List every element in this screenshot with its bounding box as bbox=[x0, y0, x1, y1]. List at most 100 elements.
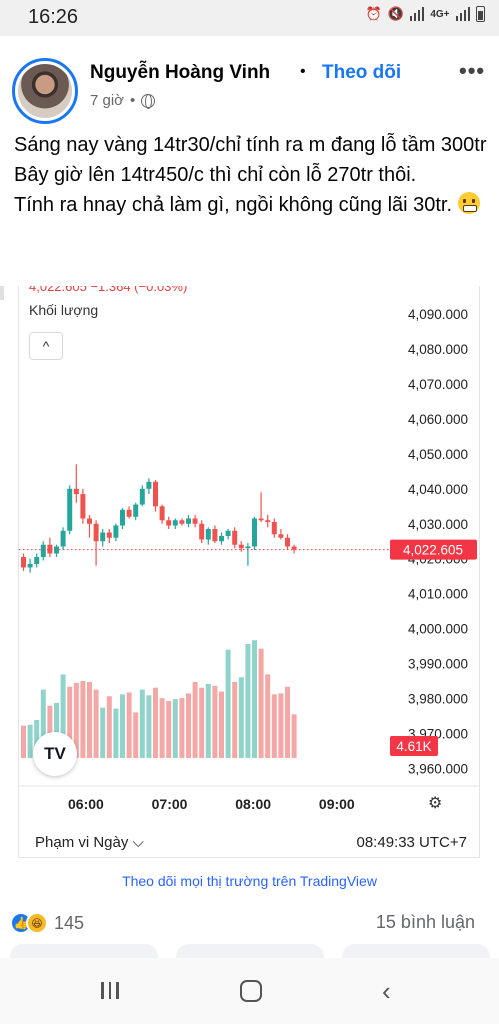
volume-bar bbox=[291, 714, 297, 758]
volume-bar bbox=[285, 686, 290, 758]
volume-bar bbox=[186, 693, 191, 758]
time-tick-label: 06:00 bbox=[68, 796, 104, 812]
volume-bar bbox=[205, 683, 211, 758]
candle-body bbox=[27, 563, 33, 568]
candle-body bbox=[73, 488, 79, 495]
candle-body bbox=[271, 522, 277, 535]
battery-icon bbox=[476, 6, 485, 22]
volume-bar bbox=[113, 708, 119, 758]
system-nav-bar: ‹ bbox=[0, 958, 499, 1024]
volume-bar bbox=[199, 687, 205, 758]
avatar[interactable] bbox=[12, 58, 78, 124]
home-icon[interactable] bbox=[240, 980, 262, 1002]
volume-bar bbox=[265, 674, 271, 758]
haha-reaction-icon: 😆 bbox=[26, 912, 48, 934]
candle-body bbox=[40, 544, 46, 557]
tradingview-widget[interactable]: 4,090.000 4,080.000 4,070.000 4,060.000 4,05… bbox=[18, 286, 480, 858]
volume-bar bbox=[166, 701, 172, 758]
candle-body bbox=[21, 556, 26, 568]
meta-separator: • bbox=[130, 92, 136, 109]
volume-bar bbox=[67, 686, 73, 758]
time-tick-label: 08:00 bbox=[235, 796, 271, 812]
author-name[interactable]: Nguyễn Hoàng Vinh bbox=[90, 62, 271, 83]
reactions-summary[interactable]: 👍 😆 145 bbox=[10, 912, 84, 934]
last-price-label: 4,022.605 bbox=[403, 543, 463, 558]
candle-body bbox=[265, 520, 271, 523]
cell-signal-icon bbox=[455, 7, 470, 21]
candle-body bbox=[113, 525, 119, 538]
candle-body bbox=[106, 532, 112, 538]
price-tick-label: 4,000.000 bbox=[408, 622, 468, 637]
candle-body bbox=[120, 509, 125, 526]
candle-body bbox=[291, 546, 297, 550]
volume-bar bbox=[245, 644, 251, 758]
range-selector[interactable]: Phạm vi Ngày ⌵ bbox=[35, 834, 144, 851]
status-icons: ⏰ 🔇 4G+ bbox=[365, 6, 485, 22]
volume-bar bbox=[278, 693, 284, 758]
price-tick-label: 4,050.000 bbox=[408, 447, 468, 462]
volume-bar bbox=[139, 689, 145, 758]
volume-bar bbox=[133, 712, 139, 758]
volume-bar bbox=[219, 691, 224, 758]
scroll-edge bbox=[0, 286, 4, 300]
price-tick-label: 4,060.000 bbox=[408, 412, 468, 427]
volume-bar bbox=[271, 694, 277, 758]
more-options-icon[interactable]: ••• bbox=[459, 58, 486, 83]
volume-bar bbox=[120, 694, 125, 758]
volume-bar bbox=[159, 698, 165, 758]
time-tick-label: 07:00 bbox=[152, 796, 188, 812]
follow-button[interactable]: Theo dõi bbox=[322, 62, 402, 83]
back-icon[interactable]: ‹ bbox=[382, 976, 391, 1006]
volume-bar bbox=[258, 648, 264, 758]
post-meta: 7 giờ • bbox=[90, 92, 156, 109]
last-volume-label: 4.61K bbox=[396, 739, 431, 754]
volume-bar bbox=[27, 724, 33, 758]
volume-bar bbox=[60, 674, 66, 758]
collapse-legend-button[interactable]: ^ bbox=[29, 332, 63, 360]
candle-body bbox=[238, 544, 244, 549]
candle-body bbox=[67, 488, 73, 531]
candle-body bbox=[47, 544, 53, 554]
candle-body bbox=[139, 488, 145, 505]
candle-body bbox=[166, 520, 172, 526]
candle-body bbox=[179, 520, 185, 524]
candlestick-chart[interactable]: 4,090.000 4,080.000 4,070.000 4,060.000 4,05… bbox=[19, 286, 480, 858]
volume-bar bbox=[106, 696, 112, 758]
volume-bar bbox=[212, 685, 218, 758]
price-header: 4,022.605 −1.364 (−0.03%) bbox=[29, 286, 188, 294]
name-separator: • bbox=[300, 63, 306, 80]
candle-body bbox=[87, 518, 92, 524]
price-tick-label: 3,980.000 bbox=[408, 692, 468, 707]
post-text-line: Bây giờ lên 14tr450/c thì chỉ còn lỗ 270… bbox=[14, 164, 417, 186]
volume-bar bbox=[126, 692, 132, 758]
candle-body bbox=[146, 481, 152, 489]
volume-bar bbox=[80, 681, 86, 758]
wifi-signal-icon bbox=[409, 7, 425, 21]
globe-icon bbox=[141, 93, 156, 109]
candle-body bbox=[225, 530, 231, 536]
grimace-emoji-icon bbox=[457, 192, 480, 214]
volume-bar bbox=[238, 677, 244, 758]
mute-icon: 🔇 bbox=[387, 6, 404, 21]
candle-body bbox=[60, 530, 66, 547]
volume-bar bbox=[192, 682, 198, 758]
candle-body bbox=[100, 532, 106, 542]
post-text: Sáng nay vàng 14tr30/chỉ tính ra m đang … bbox=[14, 130, 489, 220]
status-time: 16:26 bbox=[28, 6, 79, 28]
volume-bar bbox=[73, 682, 79, 758]
recents-icon[interactable] bbox=[101, 982, 119, 999]
volume-label: Khối lượng bbox=[29, 302, 99, 318]
settings-icon[interactable]: ⚙ bbox=[428, 795, 443, 812]
price-tick-label: 3,960.000 bbox=[408, 762, 468, 777]
chevron-up-icon: ^ bbox=[42, 338, 50, 354]
price-tick-label: 4,030.000 bbox=[408, 517, 468, 532]
candle-body bbox=[252, 518, 257, 547]
volume-bar bbox=[87, 682, 92, 758]
comment-count[interactable]: 15 bình luận bbox=[375, 912, 475, 932]
last-price-badge bbox=[390, 539, 477, 560]
tradingview-logo-icon[interactable]: TV bbox=[33, 732, 77, 776]
alarm-icon: ⏰ bbox=[365, 6, 382, 21]
tradingview-link[interactable]: Theo dõi mọi thị trường trên TradingView bbox=[122, 873, 377, 889]
price-tick-label: 4,090.000 bbox=[408, 307, 468, 322]
post-time[interactable]: 7 giờ bbox=[90, 92, 125, 109]
